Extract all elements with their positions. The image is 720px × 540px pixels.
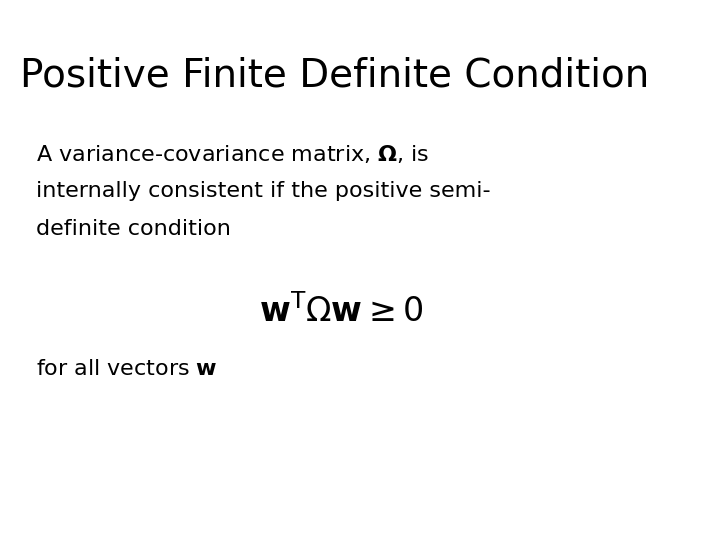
Text: definite condition: definite condition	[36, 219, 231, 239]
Text: for all vectors $\mathbf{w}$: for all vectors $\mathbf{w}$	[36, 359, 217, 379]
Text: A variance-covariance matrix, $\mathbf{\Omega}$, is: A variance-covariance matrix, $\mathbf{\…	[36, 143, 429, 165]
Text: $\mathbf{w}^{\mathrm{T}}\Omega\mathbf{w} \geq 0$: $\mathbf{w}^{\mathrm{T}}\Omega\mathbf{w}…	[259, 294, 424, 329]
Text: internally consistent if the positive semi-: internally consistent if the positive se…	[36, 181, 490, 201]
Text: Positive Finite Definite Condition: Positive Finite Definite Condition	[20, 57, 649, 94]
